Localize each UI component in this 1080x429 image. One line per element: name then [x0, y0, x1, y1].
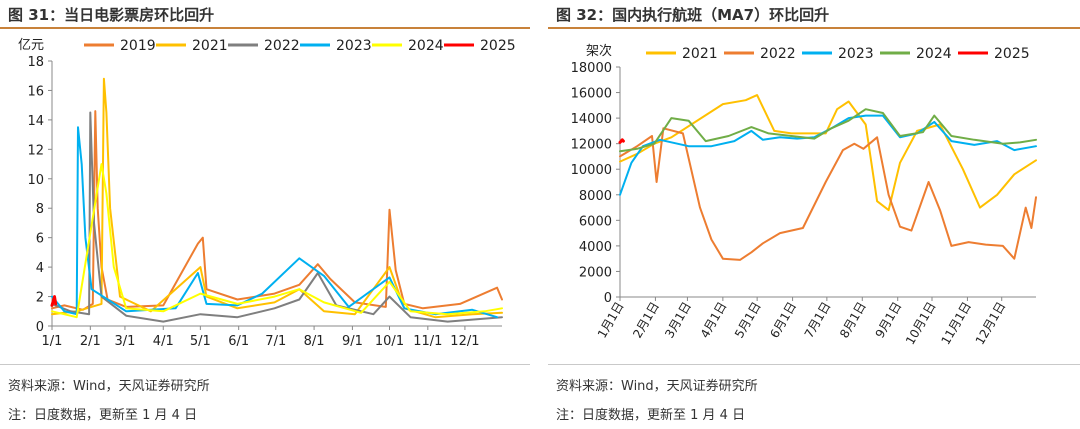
- x-tick-label: 8/1: [304, 334, 325, 349]
- series-line-2024: [619, 108, 1037, 153]
- legend-label: 2022: [264, 38, 300, 54]
- x-tick-label: 5/1: [190, 334, 211, 349]
- x-tick-label: 11月1日: [938, 300, 974, 348]
- legend-label: 2019: [120, 38, 156, 54]
- y-tick-label: 6: [36, 232, 44, 247]
- series-line-2025: [618, 138, 625, 144]
- x-tick-label: 2月1日: [630, 300, 662, 341]
- y-axis-label: 亿元: [18, 38, 44, 53]
- title-divider: [548, 27, 1080, 29]
- legend-label: 2024: [408, 38, 444, 54]
- left-chart-panel: 图 31：当日电影票房环比回升 亿元 0 2 4 6 8 10 12 14 16 18 1/1 2/1 3…: [0, 0, 530, 429]
- y-tick-label: 4000: [579, 240, 612, 255]
- y-tick-label: 8: [36, 202, 44, 217]
- y-tick-label: 8000: [579, 189, 612, 204]
- legend-label: 2025: [480, 38, 516, 54]
- series-line-2022: [51, 111, 503, 323]
- x-tick-label: 7/1: [265, 334, 286, 349]
- legend-label: 2022: [760, 46, 796, 62]
- y-tick-label: 12: [27, 143, 44, 158]
- y-tick-label: 14000: [571, 112, 612, 127]
- x-tick-label: 1月1日: [595, 300, 627, 341]
- y-tick-label: 0: [36, 320, 44, 335]
- chart-title: 图 32：国内执行航班（MA7）环比回升: [556, 6, 830, 24]
- x-tick-label: 9月1日: [873, 300, 905, 341]
- series-line-2021: [619, 94, 1037, 212]
- y-tick-label: 18000: [571, 61, 612, 76]
- x-tick-label: 10月1日: [903, 300, 939, 348]
- series-line-2019: [51, 110, 503, 311]
- y-axis-label: 架次: [586, 43, 612, 59]
- y-tick-label: 2000: [579, 265, 612, 280]
- y-tick-label: 16: [27, 84, 44, 99]
- y-tick-label: 10: [27, 173, 44, 188]
- legend-label: 2021: [682, 46, 718, 62]
- y-tick-label: 18: [27, 55, 44, 70]
- x-tick-label: 3月1日: [662, 300, 694, 341]
- series-line-2021: [51, 77, 503, 319]
- y-tick-label: 2: [36, 291, 44, 306]
- y-tick-label: 0: [604, 291, 612, 306]
- x-tick-label: 12月1日: [973, 300, 1009, 348]
- series-line-2025: [50, 295, 58, 307]
- note-text: 注：日度数据，更新至 1 月 4 日: [8, 408, 198, 423]
- note-text: 注：日度数据，更新至 1 月 4 日: [556, 408, 746, 423]
- x-tick-label: 5月1日: [732, 300, 764, 341]
- legend-label: 2021: [192, 38, 228, 54]
- x-tick-label: 2/1: [80, 334, 101, 349]
- x-tick-label: 1/1: [42, 334, 63, 349]
- title-divider: [0, 27, 530, 29]
- x-tick-label: 4/1: [153, 334, 174, 349]
- x-tick-label: 4月1日: [698, 300, 730, 341]
- x-tick-label: 11/1: [413, 334, 442, 349]
- legend-label: 2023: [336, 38, 372, 54]
- y-tick-label: 4: [36, 261, 44, 276]
- legend-label: 2023: [838, 46, 874, 62]
- y-tick-label: 16000: [571, 87, 612, 102]
- y-tick-label: 6000: [579, 214, 612, 229]
- x-tick-label: 10/1: [375, 334, 404, 349]
- x-tick-label: 6月1日: [767, 300, 799, 341]
- flights-line-chart: 架次 0 2000 4000 6000 8000 10000 12000 14000 16000 1…: [571, 43, 1037, 348]
- right-chart-panel: 图 32：国内执行航班（MA7）环比回升 架次 0 2000 4000 6000 8000…: [548, 0, 1080, 429]
- x-tick-label: 9/1: [342, 334, 363, 349]
- y-tick-label: 12000: [571, 138, 612, 153]
- y-tick-label: 10000: [571, 163, 612, 178]
- x-tick-label: 6/1: [228, 334, 249, 349]
- source-text: 资料来源：Wind，天风证券研究所: [556, 379, 758, 394]
- legend-label: 2024: [916, 46, 952, 62]
- series-line-2023: [51, 126, 499, 319]
- x-tick-label: 12/1: [450, 334, 479, 349]
- x-tick-label: 3/1: [114, 334, 135, 349]
- footer-divider: [0, 364, 530, 365]
- y-tick-label: 14: [27, 114, 44, 129]
- chart-title: 图 31：当日电影票房环比回升: [8, 6, 215, 24]
- box-office-line-chart: 亿元 0 2 4 6 8 10 12 14 16 18 1/1 2/1 3/1 4/1 5/1 6/1 7/1 8/…: [18, 38, 516, 349]
- footer-divider: [548, 364, 1080, 365]
- series-line-2024: [51, 163, 503, 319]
- x-tick-label: 7月1日: [802, 300, 834, 341]
- source-text: 资料来源：Wind，天风证券研究所: [8, 379, 210, 394]
- x-tick-label: 8月1日: [837, 300, 869, 341]
- legend-label: 2025: [994, 46, 1030, 62]
